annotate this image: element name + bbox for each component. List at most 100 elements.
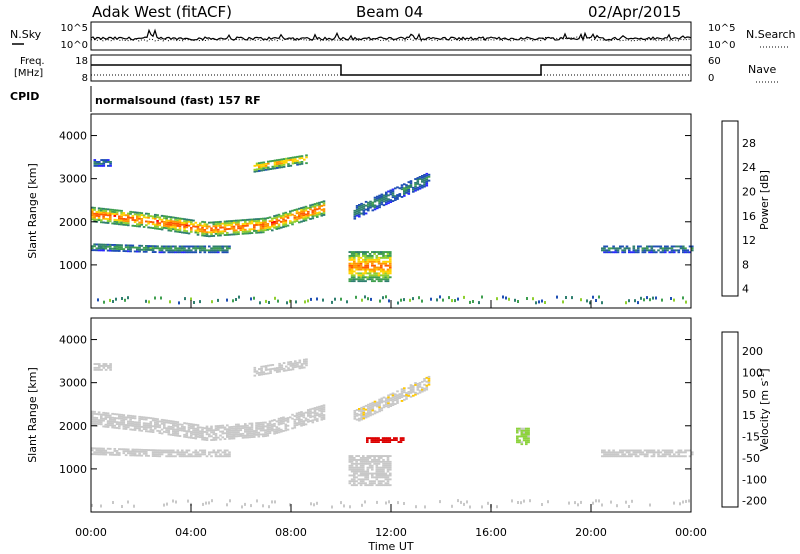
echo-cell bbox=[140, 425, 144, 428]
echo-cell bbox=[113, 244, 117, 246]
echo-cell bbox=[127, 244, 130, 247]
echo-cell bbox=[688, 455, 692, 458]
echo-cell bbox=[120, 221, 123, 224]
echo-cell bbox=[368, 484, 372, 487]
echo-cell bbox=[375, 455, 379, 457]
echo-cell bbox=[91, 420, 94, 423]
echo-cell bbox=[185, 222, 189, 225]
echo-cell bbox=[630, 449, 633, 452]
echo-cell bbox=[661, 247, 665, 250]
echo-cell bbox=[632, 249, 636, 252]
echo-cell bbox=[298, 161, 302, 164]
ground-scatter-cell bbox=[346, 300, 348, 304]
echo-cell bbox=[133, 454, 137, 457]
echo-cell bbox=[255, 370, 259, 373]
echo-cell bbox=[414, 393, 417, 396]
echo-cell bbox=[115, 244, 119, 246]
echo-cell bbox=[364, 412, 368, 415]
echo-cell bbox=[181, 217, 184, 220]
echo-cell bbox=[115, 213, 119, 216]
echo-cell bbox=[369, 206, 372, 209]
echo-cell bbox=[316, 212, 319, 214]
echo-cell bbox=[300, 211, 303, 213]
echo-cell bbox=[95, 366, 99, 369]
echo-cell bbox=[264, 431, 267, 434]
echo-cell bbox=[140, 450, 144, 453]
echo-cell bbox=[382, 406, 386, 409]
echo-cell bbox=[414, 384, 417, 386]
echo-cell bbox=[280, 417, 283, 419]
echo-cell bbox=[322, 210, 326, 212]
echo-cell bbox=[386, 455, 390, 457]
echo-cell bbox=[194, 453, 198, 456]
echo-cell bbox=[165, 421, 168, 424]
echo-cell bbox=[673, 251, 676, 254]
echo-cell bbox=[115, 221, 119, 223]
echo-cell bbox=[304, 417, 308, 420]
echo-cell bbox=[115, 219, 119, 221]
echo-cell bbox=[102, 161, 106, 163]
ground-scatter-cell bbox=[439, 500, 441, 504]
echo-cell bbox=[176, 453, 180, 456]
ground-scatter-cell bbox=[616, 504, 618, 508]
echo-cell bbox=[253, 436, 256, 438]
echo-cell bbox=[178, 229, 182, 232]
echo-cell bbox=[403, 398, 406, 401]
echo-cell bbox=[275, 220, 279, 223]
echo-cell bbox=[172, 455, 175, 458]
echo-cell bbox=[160, 422, 164, 425]
echo-cell bbox=[228, 433, 231, 436]
echo-cell bbox=[359, 474, 363, 477]
echo-cell bbox=[360, 410, 363, 413]
echo-cell bbox=[118, 448, 121, 451]
echo-cell bbox=[235, 229, 238, 232]
echo-cell bbox=[677, 245, 681, 248]
echo-cell bbox=[269, 370, 272, 373]
echo-cell bbox=[167, 421, 171, 424]
echo-cell bbox=[98, 365, 101, 367]
echo-cell bbox=[214, 434, 218, 437]
echo-cell bbox=[375, 484, 379, 487]
echo-cell bbox=[203, 453, 207, 456]
echo-cell bbox=[396, 194, 399, 196]
echo-cell bbox=[183, 435, 186, 438]
echo-cell bbox=[280, 158, 284, 161]
echo-cell bbox=[246, 426, 249, 429]
echo-cell bbox=[287, 363, 290, 366]
echo-cell bbox=[366, 476, 370, 479]
echo-cell bbox=[149, 249, 153, 251]
echo-cell bbox=[603, 453, 606, 456]
echo-cell bbox=[241, 223, 245, 225]
echo-cell bbox=[382, 404, 386, 407]
echo-cell bbox=[178, 455, 182, 458]
echo-cell bbox=[614, 451, 618, 454]
echo-cell bbox=[183, 220, 186, 223]
echo-cell bbox=[156, 216, 159, 219]
cpid-strip: CPID normalsound (fast) 157 RF bbox=[10, 86, 261, 112]
echo-cell bbox=[386, 256, 390, 259]
echo-cell bbox=[169, 455, 173, 458]
echo-cell bbox=[217, 228, 220, 231]
echo-cell bbox=[156, 247, 159, 250]
ground-scatter-cell bbox=[367, 297, 369, 301]
echo-cell bbox=[391, 394, 395, 397]
echo-cell bbox=[183, 453, 186, 456]
echo-cell bbox=[212, 451, 216, 454]
echo-cell bbox=[670, 245, 674, 248]
echo-cell bbox=[124, 448, 128, 451]
echo-cell bbox=[670, 249, 674, 252]
echo-cell bbox=[226, 424, 229, 427]
echo-cell bbox=[287, 163, 290, 166]
echo-cell bbox=[192, 423, 195, 426]
echo-cell bbox=[277, 417, 281, 420]
echo-cell bbox=[258, 368, 261, 370]
echo-cell bbox=[380, 407, 384, 410]
echo-cell bbox=[294, 366, 297, 368]
echo-cell bbox=[675, 249, 678, 252]
echo-cell bbox=[104, 214, 108, 216]
echo-cell bbox=[368, 466, 372, 469]
echo-cell bbox=[371, 468, 374, 471]
ground-scatter-cell bbox=[148, 300, 150, 304]
echo-cell bbox=[172, 249, 175, 252]
echo-cell bbox=[394, 187, 397, 190]
